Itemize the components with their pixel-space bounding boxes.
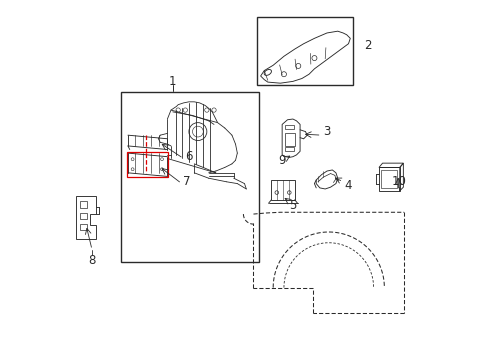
Bar — [80, 224, 87, 230]
Text: 10: 10 — [390, 175, 406, 188]
Text: 9: 9 — [278, 154, 285, 167]
Bar — [285, 147, 294, 150]
Text: 7: 7 — [183, 175, 190, 188]
Text: 8: 8 — [88, 254, 96, 267]
Text: 5: 5 — [288, 199, 296, 212]
Bar — [80, 201, 87, 208]
Bar — [381, 170, 396, 188]
Bar — [80, 213, 87, 220]
Text: 2: 2 — [364, 39, 371, 52]
Bar — [121, 92, 258, 262]
Bar — [271, 180, 294, 200]
Text: 4: 4 — [344, 179, 351, 192]
Bar — [378, 167, 399, 191]
Bar — [285, 134, 295, 146]
Text: 1: 1 — [169, 75, 176, 88]
Text: 3: 3 — [323, 125, 330, 138]
Bar — [257, 17, 352, 85]
Text: 6: 6 — [185, 150, 192, 163]
Bar — [285, 126, 294, 129]
Bar — [126, 152, 168, 177]
